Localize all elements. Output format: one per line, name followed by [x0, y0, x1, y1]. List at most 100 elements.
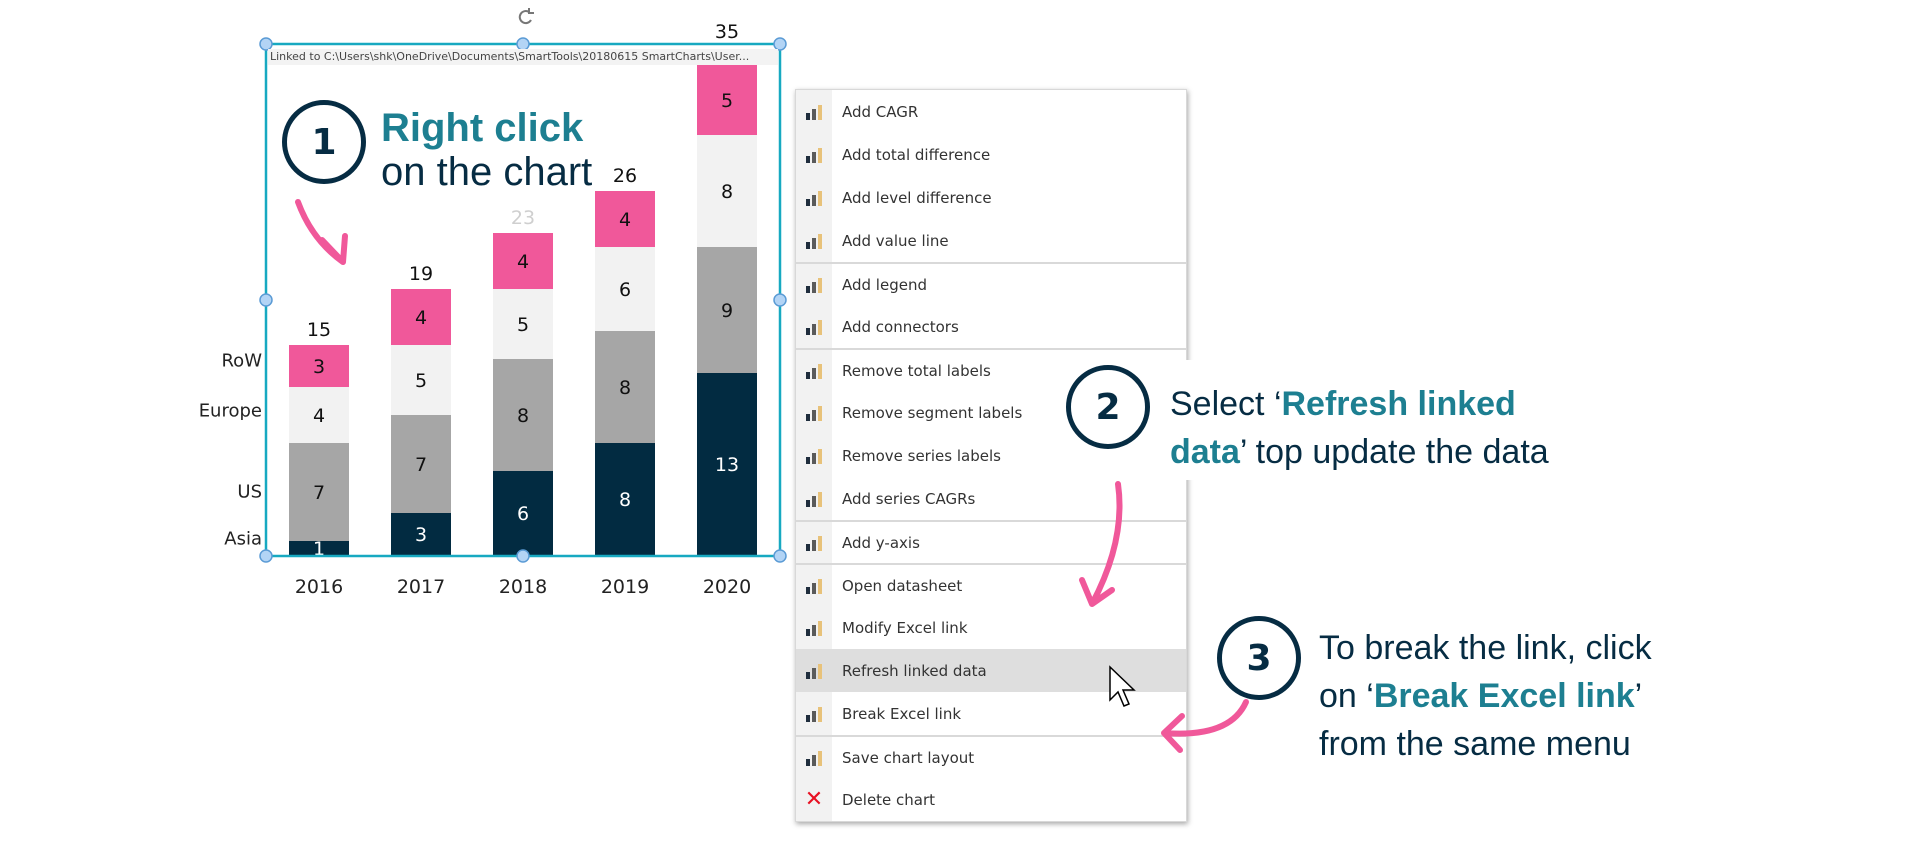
menu-item-remove-total-labels[interactable]: Remove total labels — [796, 348, 1186, 391]
menu-item-add-cagr[interactable]: Add CAGR — [796, 90, 1186, 133]
emphasis: Break Excel link — [1373, 677, 1635, 715]
menu-item-add-level-difference[interactable]: Add level difference — [796, 176, 1186, 219]
menu-item-label: Add y-axis — [842, 533, 920, 552]
bar-segment-us-2019[interactable] — [595, 331, 655, 443]
x-axis-label: 2016 — [295, 576, 343, 598]
modify-excel-link-icon — [796, 606, 832, 649]
resize-handle[interactable] — [259, 549, 273, 563]
text: ’ — [1634, 677, 1643, 715]
segment-label: 1 — [313, 538, 325, 560]
open-datasheet-icon — [796, 565, 832, 606]
menu-item-label: Remove series labels — [842, 446, 1001, 465]
bar-segment-us-2018[interactable] — [493, 359, 553, 471]
add-y-axis-icon — [796, 522, 832, 563]
menu-item-label: Delete chart — [842, 790, 936, 809]
resize-handle[interactable] — [773, 293, 787, 307]
bar-segment-row-2017[interactable] — [391, 289, 451, 345]
step-3-text: To break the link, click on ‘Break Excel… — [1319, 624, 1652, 768]
menu-item-remove-segment-labels[interactable]: Remove segment labels — [796, 391, 1186, 434]
menu-item-remove-series-labels[interactable]: Remove series labels — [796, 434, 1186, 477]
bar-segment-asia-2019[interactable] — [595, 443, 655, 555]
menu-item-add-legend[interactable]: Add legend — [796, 262, 1186, 305]
segment-label: 4 — [517, 251, 529, 273]
delete-chart-icon: ✕ — [796, 778, 832, 821]
linked-file-path: Linked to C:\Users\shk\OneDrive\Document… — [268, 49, 778, 65]
menu-item-label: Add series CAGRs — [842, 489, 976, 508]
text: To break the link, click — [1319, 629, 1652, 667]
segment-label: 5 — [415, 370, 427, 392]
bar-segment-row-2018[interactable] — [493, 233, 553, 289]
series-label-us: US — [237, 481, 262, 503]
add-cagr-icon — [796, 90, 832, 133]
resize-handle[interactable] — [773, 549, 787, 563]
bar-segment-row-2016[interactable] — [289, 345, 349, 387]
resize-handle[interactable] — [259, 37, 273, 51]
segment-label: 8 — [619, 377, 631, 399]
bar-segment-europe-2018[interactable] — [493, 289, 553, 359]
bar-segment-asia-2018[interactable] — [493, 471, 553, 555]
menu-item-save-chart-layout[interactable]: Save chart layout — [796, 735, 1186, 778]
menu-item-delete-chart[interactable]: ✕ Delete chart — [796, 778, 1186, 821]
menu-item-add-connectors[interactable]: Add connectors — [796, 305, 1186, 348]
menu-item-break-excel-link[interactable]: Break Excel link — [796, 692, 1186, 735]
menu-item-label: Refresh linked data — [842, 661, 987, 680]
step-2-badge: 2 — [1066, 365, 1150, 449]
bar-segment-europe-2016[interactable] — [289, 387, 349, 443]
segment-label: 7 — [313, 482, 325, 504]
bar-segment-europe-2019[interactable] — [595, 247, 655, 331]
bar-segment-asia-2016[interactable] — [289, 541, 349, 555]
bar-segment-asia-2020[interactable] — [697, 373, 757, 555]
step-1-badge: 1 — [282, 100, 366, 184]
menu-item-open-datasheet[interactable]: Open datasheet — [796, 563, 1186, 606]
menu-item-label: Save chart layout — [842, 748, 975, 767]
segment-label: 4 — [619, 209, 631, 231]
menu-item-modify-excel-link[interactable]: Modify Excel link — [796, 606, 1186, 649]
add-legend-icon — [796, 264, 832, 305]
menu-item-label: Remove segment labels — [842, 403, 1023, 422]
menu-item-label: Break Excel link — [842, 704, 962, 723]
remove-series-labels-icon — [796, 434, 832, 477]
add-total-difference-icon — [796, 133, 832, 176]
add-value-line-icon — [796, 219, 832, 262]
bar-segment-row-2020[interactable] — [697, 65, 757, 135]
bar-segment-us-2016[interactable] — [289, 443, 349, 541]
step-1-emphasis: Right click — [381, 106, 584, 150]
save-chart-layout-icon — [796, 737, 832, 778]
step-number: 3 — [1246, 637, 1272, 679]
text: on ‘ — [1319, 677, 1374, 715]
step-number: 2 — [1095, 386, 1121, 428]
menu-item-add-y-axis[interactable]: Add y-axis — [796, 520, 1186, 563]
segment-label: 8 — [517, 405, 529, 427]
menu-item-label: Open datasheet — [842, 576, 963, 595]
x-axis-label: 2017 — [397, 576, 445, 598]
step-1-line2: on the chart — [381, 150, 593, 194]
menu-item-add-series-cagrs[interactable]: Add series CAGRs — [796, 477, 1186, 520]
menu-item-refresh-linked-data[interactable]: Refresh linked data — [796, 649, 1186, 692]
rotate-handle-icon[interactable] — [518, 8, 534, 25]
segment-label: 3 — [415, 524, 427, 546]
text: from the same menu — [1319, 725, 1631, 763]
bar-segment-asia-2017[interactable] — [391, 513, 451, 555]
bar-segment-europe-2020[interactable] — [697, 135, 757, 247]
segment-label: 4 — [415, 307, 427, 329]
x-axis-label: 2018 — [499, 576, 547, 598]
step-3-badge: 3 — [1217, 616, 1301, 700]
menu-item-label: Add legend — [842, 275, 927, 294]
x-axis-label: 2020 — [703, 576, 751, 598]
bar-segment-us-2017[interactable] — [391, 415, 451, 513]
segment-label: 4 — [313, 405, 325, 427]
menu-item-add-value-line[interactable]: Add value line — [796, 219, 1186, 262]
bar-segment-europe-2017[interactable] — [391, 345, 451, 415]
total-label: 15 — [307, 319, 331, 341]
text: Select ‘ — [1170, 385, 1282, 423]
total-label: 35 — [715, 21, 739, 43]
bar-segment-us-2020[interactable] — [697, 247, 757, 373]
resize-handle[interactable] — [773, 37, 787, 51]
resize-handle[interactable] — [516, 549, 530, 563]
total-label: 23 — [511, 207, 535, 229]
bar-segment-row-2019[interactable] — [595, 191, 655, 247]
segment-label: 9 — [721, 300, 733, 322]
resize-handle[interactable] — [259, 293, 273, 307]
menu-item-add-total-difference[interactable]: Add total difference — [796, 133, 1186, 176]
